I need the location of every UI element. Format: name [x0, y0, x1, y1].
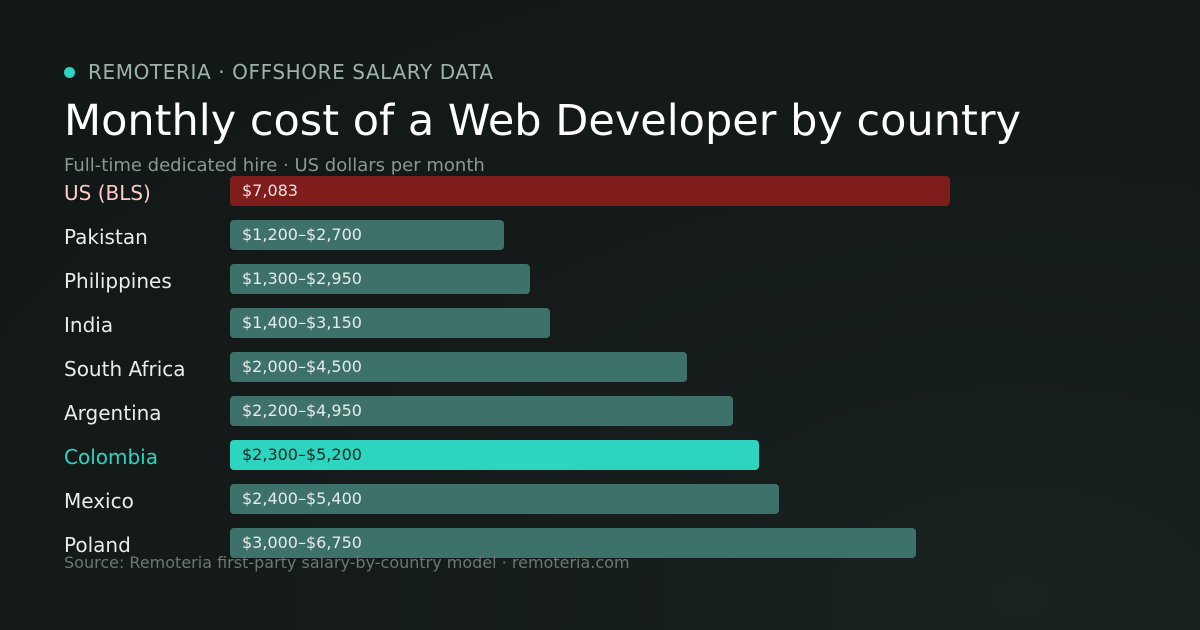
bar	[230, 396, 733, 426]
chart-subtitle: Full-time dedicated hire · US dollars pe…	[64, 155, 485, 176]
bar-value-label: $2,400–$5,400	[242, 489, 362, 508]
bar	[230, 308, 550, 338]
category-label: Pakistan	[64, 225, 148, 249]
bar-value-label: $2,200–$4,950	[242, 401, 362, 420]
bar-value-label: $7,083	[242, 181, 298, 200]
bar	[230, 176, 950, 206]
category-label: Colombia	[64, 445, 158, 469]
bar-value-label: $1,300–$2,950	[242, 269, 362, 288]
bar	[230, 484, 779, 514]
category-label: Philippines	[64, 269, 172, 293]
category-label: India	[64, 313, 114, 337]
chart-title: Monthly cost of a Web Developer by count…	[64, 96, 1021, 146]
bar-value-label: $2,300–$5,200	[242, 445, 362, 464]
bar	[230, 352, 687, 382]
bar	[230, 528, 916, 558]
category-label: Poland	[64, 533, 131, 557]
brand-dot-icon	[64, 66, 75, 78]
bar-value-label: $1,200–$2,700	[242, 225, 362, 244]
brand-row: REMOTERIA · OFFSHORE SALARY DATA	[64, 58, 494, 86]
bar-value-label: $1,400–$3,150	[242, 313, 362, 332]
brand-label: REMOTERIA · OFFSHORE SALARY DATA	[88, 60, 494, 84]
bar	[230, 220, 504, 250]
category-label: South Africa	[64, 357, 186, 381]
bar-value-label: $2,000–$4,500	[242, 357, 362, 376]
bar	[230, 264, 530, 294]
category-label: Mexico	[64, 489, 134, 513]
category-label: Argentina	[64, 401, 162, 425]
source-note: Source: Remoteria first-party salary-by-…	[64, 553, 630, 572]
category-label: US (BLS)	[64, 181, 151, 205]
bar	[230, 440, 759, 470]
bar-value-label: $3,000–$6,750	[242, 533, 362, 552]
